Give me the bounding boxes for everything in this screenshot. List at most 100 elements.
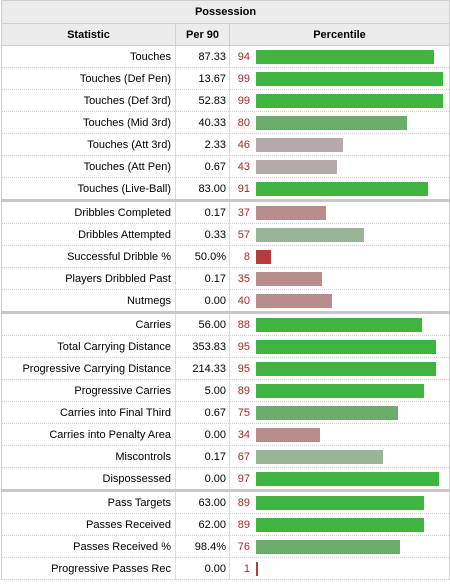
table-row: Carries into Final Third 0.67 75: [1, 401, 450, 424]
percentile-value: 99: [237, 72, 250, 85]
percentile-cell: 76: [229, 535, 450, 558]
table-row: Passes Received % 98.4% 76: [1, 535, 450, 558]
percentile-bar: [256, 406, 398, 420]
percentile-bar: [256, 50, 434, 64]
percentile-cell: 97: [229, 467, 450, 491]
percentile-cell: 99: [229, 67, 450, 90]
percentile-cell: 99: [229, 89, 450, 112]
statistic-label: Passes Received %: [1, 535, 176, 558]
per90-value: 62.00: [175, 513, 230, 536]
percentile-value: 88: [237, 318, 250, 331]
statistic-label: Progressive Passes Rec: [1, 557, 176, 580]
per90-value: 0.17: [175, 199, 230, 224]
column-header-percentile[interactable]: Percentile: [228, 23, 450, 46]
percentile-bar: [256, 116, 408, 130]
statistic-label: Touches (Att Pen): [1, 155, 176, 178]
per90-value: 0.33: [175, 223, 230, 246]
per90-value: 5.00: [175, 379, 230, 402]
table-row: Progressive Carries 5.00 89: [1, 379, 450, 402]
per90-value: 52.83: [175, 89, 230, 112]
percentile-cell: 67: [229, 445, 450, 468]
percentile-cell: 43: [229, 155, 450, 178]
percentile-bar: [256, 428, 321, 442]
per90-value: 40.33: [175, 111, 230, 134]
table-row: Miscontrols 0.17 67: [1, 445, 450, 468]
percentile-cell: 40: [229, 289, 450, 313]
per90-value: 13.67: [175, 67, 230, 90]
table-row: Successful Dribble % 50.0% 8: [1, 245, 450, 268]
table-row: Touches 87.33 94: [1, 45, 450, 68]
percentile-bar: [256, 518, 425, 532]
percentile-value: 99: [237, 94, 250, 107]
statistic-label: Touches (Mid 3rd): [1, 111, 176, 134]
table-row: Progressive Carrying Distance 214.33 95: [1, 357, 450, 380]
table-row: Touches (Live-Ball) 83.00 91: [1, 177, 450, 201]
per90-value: 0.00: [175, 423, 230, 446]
percentile-cell: 89: [229, 513, 450, 536]
table-row: Carries into Penalty Area 0.00 34: [1, 423, 450, 446]
per90-value: 2.33: [175, 133, 230, 156]
percentile-value: 89: [237, 496, 250, 509]
statistic-label: Pass Targets: [1, 489, 176, 514]
percentile-value: 57: [237, 228, 250, 241]
percentile-value: 95: [237, 340, 250, 353]
table-row: Progressive Passes Rec 0.00 1: [1, 557, 450, 580]
table-row: Players Dribbled Past 0.17 35: [1, 267, 450, 290]
column-header-statistic[interactable]: Statistic: [1, 23, 176, 46]
percentile-bar: [256, 250, 272, 264]
percentile-value: 40: [237, 294, 250, 307]
percentile-value: 89: [237, 384, 250, 397]
table-row: Dribbles Attempted 0.33 57: [1, 223, 450, 246]
percentile-bar: [256, 472, 440, 486]
statistic-label: Dispossessed: [1, 467, 176, 491]
section-header-row: Possession: [0, 0, 450, 24]
per90-value: 0.17: [175, 445, 230, 468]
per90-value: 0.67: [175, 155, 230, 178]
percentile-bar: [256, 228, 364, 242]
table-row: Dribbles Completed 0.17 37: [1, 199, 450, 224]
percentile-cell: 1: [229, 557, 450, 580]
percentile-bar: [256, 540, 400, 554]
percentile-bar: [256, 94, 444, 108]
statistic-label: Total Carrying Distance: [1, 335, 176, 358]
statistic-label: Players Dribbled Past: [1, 267, 176, 290]
percentile-cell: 8: [229, 245, 450, 268]
percentile-value: 8: [243, 250, 250, 263]
percentile-value: 37: [237, 206, 250, 219]
statistic-label: Touches (Def Pen): [1, 67, 176, 90]
percentile-value: 97: [237, 472, 250, 485]
percentile-bar: [256, 362, 436, 376]
percentile-value: 75: [237, 406, 250, 419]
percentile-cell: 35: [229, 267, 450, 290]
table-row: Touches (Mid 3rd) 40.33 80: [1, 111, 450, 134]
percentile-value: 95: [237, 362, 250, 375]
table-row: Touches (Att 3rd) 2.33 46: [1, 133, 450, 156]
table-row: Total Carrying Distance 353.83 95: [1, 335, 450, 358]
statistic-label: Carries: [1, 311, 176, 336]
percentile-cell: 89: [229, 489, 450, 514]
statistic-label: Touches (Def 3rd): [1, 89, 176, 112]
table-body: Touches 87.33 94 Touches (Def Pen) 13.67 99 To…: [1, 45, 450, 580]
percentile-bar: [256, 160, 338, 174]
table-row: Nutmegs 0.00 40: [1, 289, 450, 313]
percentile-value: 1: [243, 562, 250, 575]
percentile-cell: 94: [229, 45, 450, 68]
statistic-label: Passes Received: [1, 513, 176, 536]
per90-value: 214.33: [175, 357, 230, 380]
per90-value: 83.00: [175, 177, 230, 201]
statistic-label: Carries into Final Third: [1, 401, 176, 424]
per90-value: 0.67: [175, 401, 230, 424]
table-row: Pass Targets 63.00 89: [1, 489, 450, 514]
section-title: Possession: [0, 0, 450, 24]
percentile-bar: [256, 318, 423, 332]
column-header-row: Statistic Per 90 Percentile: [1, 23, 450, 46]
percentile-cell: 89: [229, 379, 450, 402]
column-header-per90[interactable]: Per 90: [175, 23, 230, 46]
percentile-value: 94: [237, 50, 250, 63]
percentile-value: 67: [237, 450, 250, 463]
percentile-cell: 37: [229, 199, 450, 224]
percentile-bar: [256, 72, 444, 86]
percentile-value: 91: [237, 182, 250, 195]
percentile-bar: [256, 450, 383, 464]
